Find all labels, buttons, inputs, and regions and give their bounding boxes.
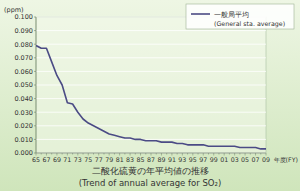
grid-line (36, 30, 266, 31)
legend-label: 一般局平均(General sta. average) (214, 11, 285, 28)
legend-swatch (191, 13, 210, 15)
x-tick-label: 91 (168, 156, 176, 163)
x-tick-label: 83 (126, 156, 134, 163)
y-tick-label: 0.070 (14, 54, 33, 62)
x-axis (36, 153, 266, 154)
grid-line (36, 139, 266, 140)
plot-frame (36, 17, 266, 153)
x-tick-label: 99 (210, 156, 218, 163)
x-tick-label: 85 (137, 156, 145, 163)
title: 二酸化硫黄の年平均値の推移 (92, 166, 209, 176)
x-tick-label: 65 (32, 156, 40, 163)
grid-line (36, 85, 266, 86)
plot-marks (36, 46, 266, 149)
x-tick-label: 03 (231, 156, 239, 163)
grid-line (36, 57, 266, 58)
y-tick-label: 0.010 (14, 136, 33, 144)
x-tick-label: 87 (147, 156, 155, 163)
x-tick-label: 07 (252, 156, 260, 163)
x-tick-label: 93 (178, 156, 186, 163)
grid-line (36, 125, 266, 126)
grid-line (36, 44, 266, 45)
x-tick-label: 67 (42, 156, 50, 163)
y-tick-label: 0.080 (14, 41, 33, 49)
subtitle: (Trend of annual average for SO₂) (79, 178, 222, 188)
y-tick-label: 0.060 (14, 68, 33, 76)
x-tick-label: 97 (199, 156, 207, 163)
x-tick-label: 89 (157, 156, 165, 163)
series-line (36, 46, 266, 149)
legend-line: 一般局平均 (214, 11, 249, 19)
x-tick-label: 77 (95, 156, 103, 163)
legend-line: (General sta. average) (214, 20, 285, 28)
x-tick-label: 73 (74, 156, 82, 163)
x-tick-label: 71 (63, 156, 71, 163)
y-tick-label: 0.030 (14, 109, 33, 117)
y-tick-label: 0.000 (14, 149, 33, 157)
x-axis-label: 年度(FY) (274, 156, 298, 163)
legend (186, 4, 294, 29)
background (0, 0, 300, 191)
chart: 0.000 0.010 0.020 0.030 0.040 0.050 0.060 0.070… (0, 0, 300, 191)
x-tick-label: 81 (116, 156, 124, 163)
y-tick-label: 0.020 (14, 122, 33, 130)
x-tick-label: 69 (53, 156, 61, 163)
grid-line (36, 98, 266, 99)
x-tick-label: 09 (262, 156, 270, 163)
y-tick-label: 0.050 (14, 81, 33, 89)
x-tick-label: 01 (220, 156, 228, 163)
y-tick-label: 0.100 (14, 13, 33, 21)
x-tick-label: 05 (241, 156, 249, 163)
y-axis (36, 17, 37, 153)
x-tick-label: 79 (105, 156, 113, 163)
grid-line (36, 112, 266, 113)
x-tick-label: 95 (189, 156, 197, 163)
y-tick-label: 0.040 (14, 95, 33, 103)
y-tick-label: 0.090 (14, 27, 33, 35)
y-axis-label: (ppm) (4, 6, 24, 14)
grid-line (36, 71, 266, 72)
x-tick-label: 75 (84, 156, 92, 163)
